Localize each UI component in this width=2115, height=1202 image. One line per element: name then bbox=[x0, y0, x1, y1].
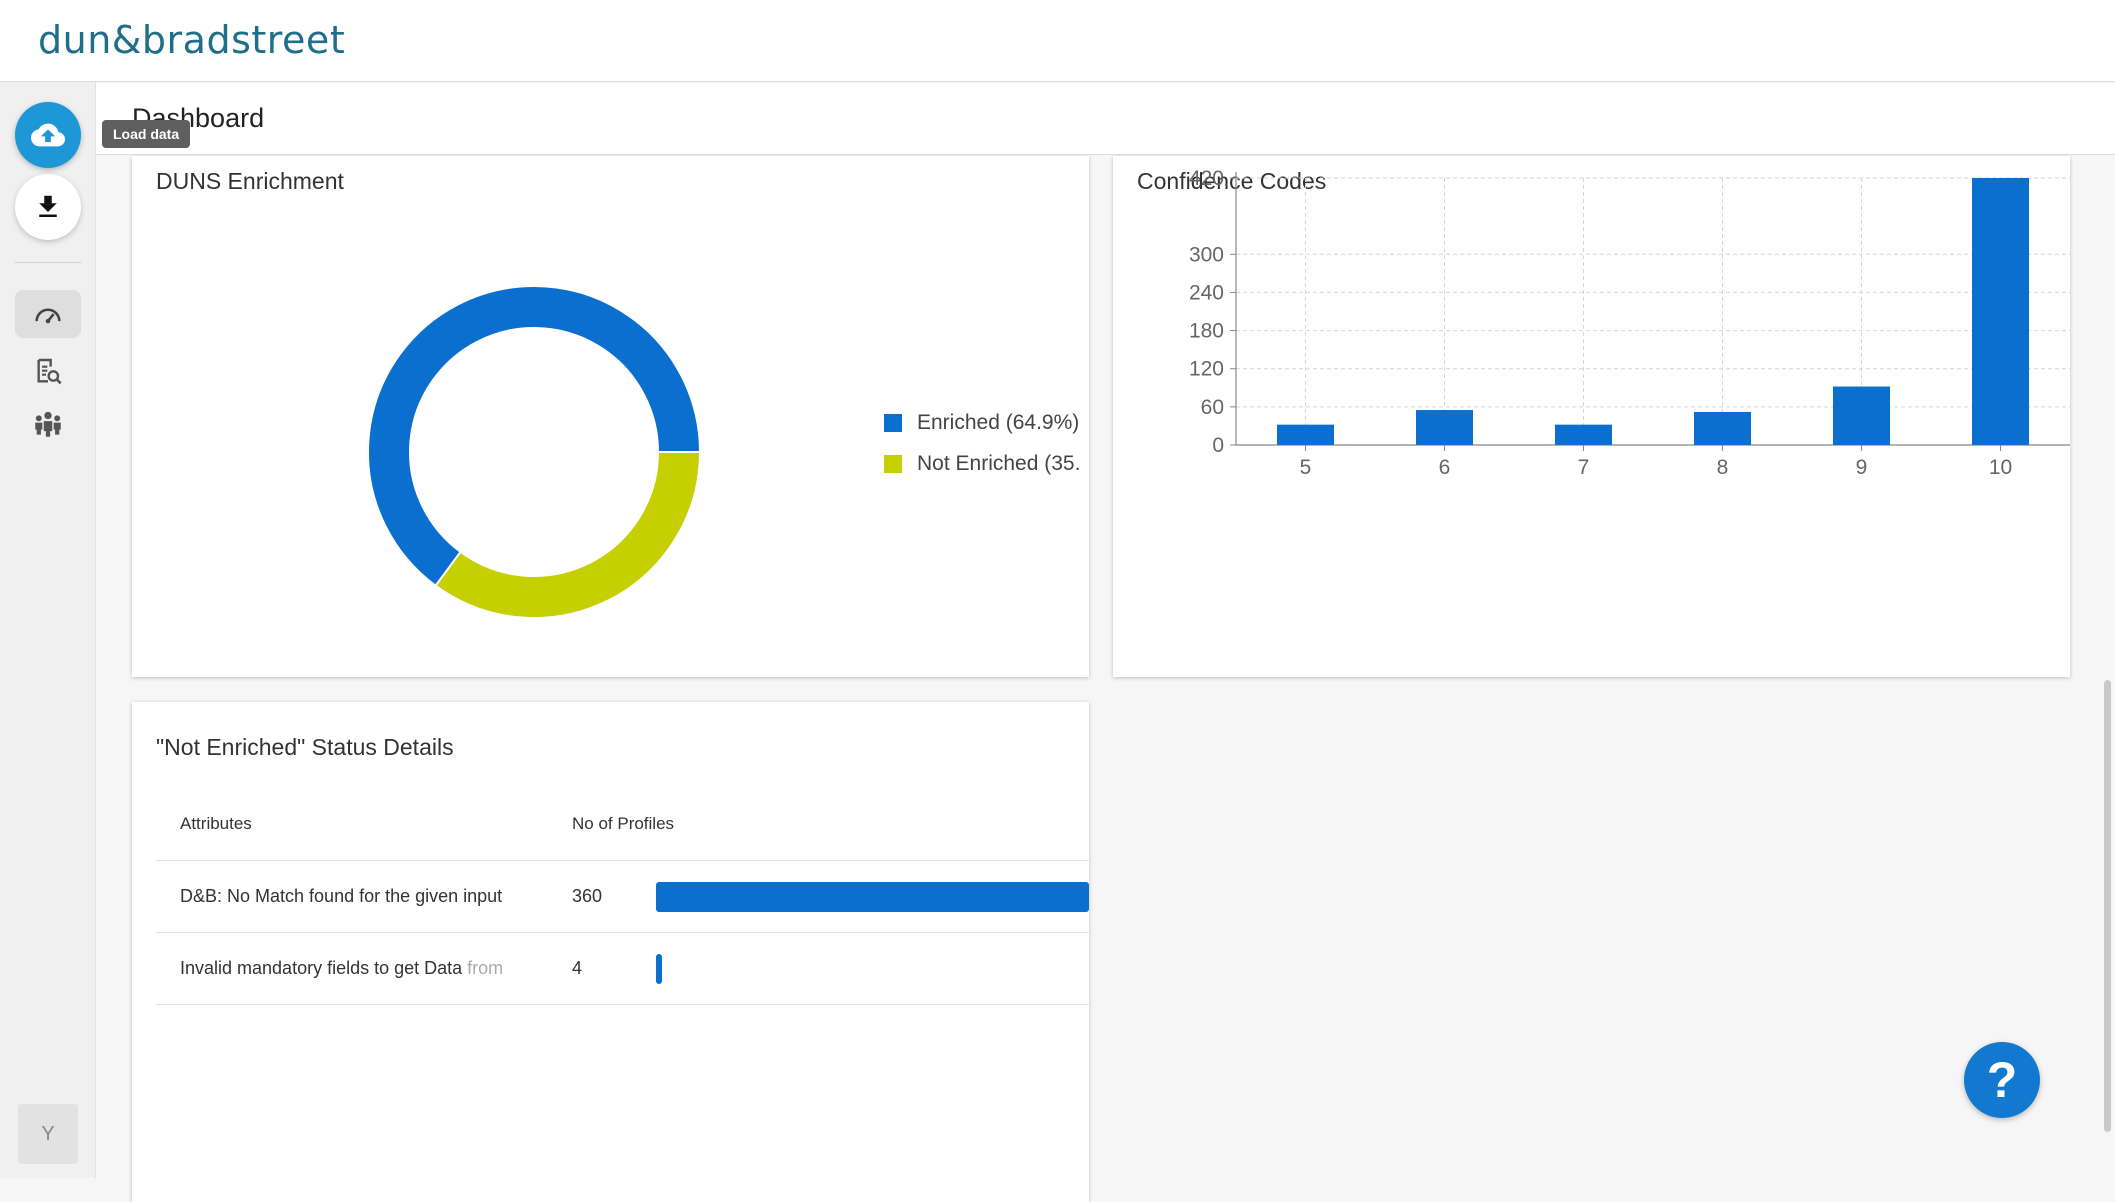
confidence-codes-title: Confidence Codes bbox=[1137, 168, 1327, 194]
duns-donut-chart bbox=[369, 287, 699, 617]
donut-slice-enriched[interactable] bbox=[369, 287, 699, 585]
row-label-overflow: from bbox=[467, 958, 504, 978]
y-tick-label: 300 bbox=[1189, 243, 1224, 266]
legend-label-enriched: Enriched (64.9%) bbox=[917, 410, 1080, 434]
column-header-profiles: No of Profiles bbox=[572, 814, 675, 833]
x-tick-label: 9 bbox=[1856, 456, 1868, 479]
x-tick-label: 6 bbox=[1439, 456, 1451, 479]
not-enriched-title: "Not Enriched" Status Details bbox=[156, 734, 454, 760]
sidebar-item-users[interactable] bbox=[15, 400, 81, 448]
y-tick-label: 0 bbox=[1212, 434, 1224, 457]
cloud-upload-icon bbox=[31, 123, 65, 147]
legend-swatch-enriched bbox=[884, 413, 902, 432]
duns-enrichment-title: DUNS Enrichment bbox=[156, 168, 344, 194]
table-divider bbox=[156, 932, 1089, 933]
y-tick-label: 120 bbox=[1189, 358, 1224, 381]
x-tick-label: 8 bbox=[1717, 456, 1729, 479]
help-button[interactable]: ? bbox=[1964, 1042, 2040, 1118]
brand-logo[interactable]: dun&bradstreet bbox=[38, 18, 346, 62]
y-tick-label: 60 bbox=[1201, 396, 1224, 419]
duns-enrichment-card: DUNS Enrichment Enriched (64.9%) Not Enr… bbox=[132, 156, 1089, 677]
download-icon bbox=[39, 195, 57, 217]
y-tick-label: 180 bbox=[1189, 320, 1224, 343]
page-scrollbar[interactable] bbox=[2104, 680, 2111, 1132]
upload-tooltip: Load data bbox=[102, 120, 191, 148]
legend-item-not-enriched[interactable]: Not Enriched (35. bbox=[884, 443, 1080, 484]
legend-item-enriched[interactable]: Enriched (64.9%) bbox=[884, 402, 1080, 443]
people-group-icon bbox=[35, 411, 61, 437]
table-row-label: Invalid mandatory fields to get Data fro… bbox=[180, 958, 542, 979]
table-row-label: D&B: No Match found for the given input bbox=[180, 886, 542, 907]
donut-legend: Enriched (64.9%) Not Enriched (35. bbox=[884, 402, 1080, 484]
row-label-text: Invalid mandatory fields to get Data bbox=[180, 958, 468, 978]
confidence-bar[interactable] bbox=[1555, 424, 1612, 445]
upload-button[interactable] bbox=[15, 102, 81, 168]
confidence-bar[interactable] bbox=[1694, 411, 1751, 445]
donut-slice-not-enriched[interactable] bbox=[436, 451, 699, 617]
document-search-icon bbox=[37, 358, 62, 385]
download-button[interactable] bbox=[15, 174, 81, 240]
confidence-bar[interactable] bbox=[1416, 410, 1473, 445]
page-header: Dashboard bbox=[96, 83, 2115, 155]
table-row-count: 360 bbox=[572, 886, 603, 906]
confidence-bar[interactable] bbox=[1833, 386, 1890, 445]
legend-swatch-not-enriched bbox=[884, 454, 902, 473]
sidebar-item-dashboard[interactable] bbox=[15, 290, 81, 338]
legend-label-not-enriched: Not Enriched (35. bbox=[917, 451, 1081, 475]
column-header-attributes: Attributes bbox=[180, 814, 252, 833]
profiles-bar[interactable] bbox=[656, 954, 662, 984]
y-tick-label: 420 bbox=[1189, 167, 1224, 190]
sidebar-item-search-records[interactable] bbox=[15, 348, 81, 396]
x-tick-label: 7 bbox=[1578, 456, 1590, 479]
x-tick-label: 10 bbox=[1989, 456, 2012, 479]
top-bar: dun&bradstreet bbox=[0, 0, 2115, 82]
confidence-bar-chart: 0 60 120 180 240 300 420 5 6 7 8 9 10 bbox=[1189, 167, 2070, 479]
avatar[interactable]: Y bbox=[18, 1104, 78, 1164]
table-divider bbox=[156, 1004, 1089, 1005]
confidence-bar[interactable] bbox=[1972, 178, 2029, 445]
sidebar-divider bbox=[15, 262, 81, 263]
confidence-codes-card: Confidence Codes 0 60 120 180 240 300 420 5 6 7 8 9… bbox=[1113, 156, 2070, 677]
table-row-count: 4 bbox=[572, 958, 583, 978]
profiles-bar[interactable] bbox=[656, 882, 1089, 912]
donut-slice-separator bbox=[435, 552, 461, 586]
table-divider bbox=[156, 860, 1089, 861]
speedometer-icon bbox=[35, 308, 61, 324]
y-tick-label: 240 bbox=[1189, 281, 1224, 304]
x-tick-label: 5 bbox=[1300, 456, 1312, 479]
row-label-text: D&B: No Match found for the given input bbox=[180, 886, 503, 906]
confidence-bar[interactable] bbox=[1277, 424, 1334, 445]
sidebar: Y bbox=[0, 82, 96, 1178]
not-enriched-details-card: "Not Enriched" Status Details Attributes… bbox=[132, 702, 1089, 1202]
